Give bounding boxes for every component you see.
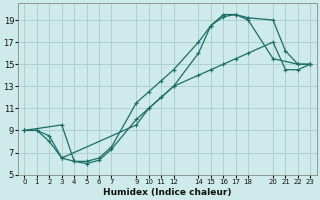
X-axis label: Humidex (Indice chaleur): Humidex (Indice chaleur) <box>103 188 232 197</box>
